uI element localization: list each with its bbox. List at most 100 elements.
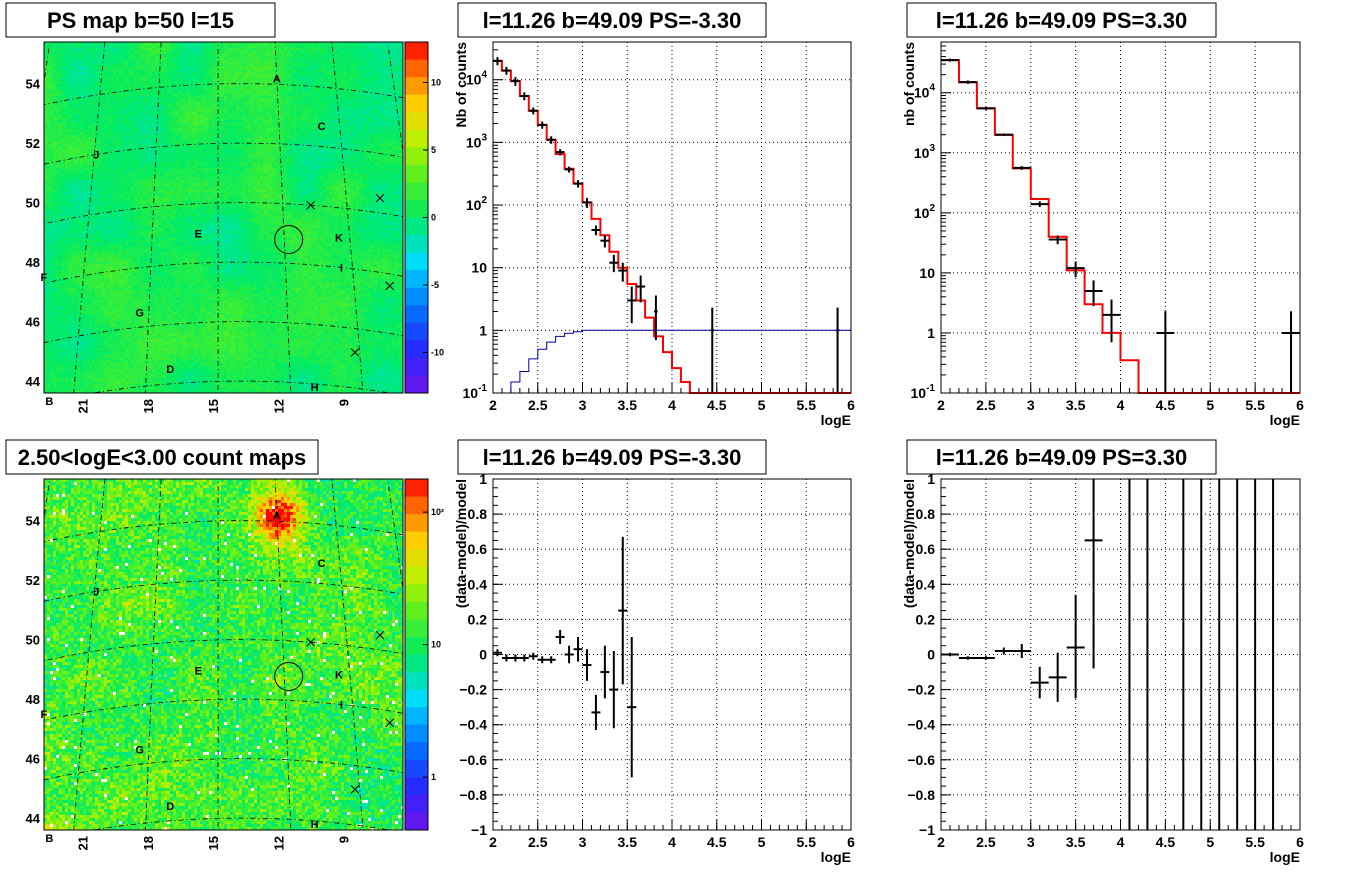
map-pixel [290, 45, 293, 48]
map-pixel [269, 45, 272, 48]
map-pixel [272, 120, 275, 123]
map-pixel [251, 162, 254, 165]
map-pixel [224, 54, 227, 57]
map-pixel [185, 123, 188, 126]
map-pixel [77, 54, 80, 57]
map-pixel [350, 75, 353, 78]
map-pixel [89, 48, 92, 51]
map-pixel [239, 147, 242, 150]
map-pixel [128, 138, 131, 141]
map-pixel [344, 153, 347, 156]
map-pixel [272, 69, 275, 72]
map-pixel [248, 114, 251, 117]
map-pixel [278, 153, 281, 156]
map-pixel [302, 66, 305, 69]
map-pixel [80, 45, 83, 48]
map-pixel [191, 141, 194, 144]
map-pixel [248, 66, 251, 69]
map-pixel [254, 45, 257, 48]
map-pixel [383, 111, 386, 114]
map-pixel [203, 78, 206, 81]
map-pixel [350, 135, 353, 138]
map-pixel [110, 147, 113, 150]
map-pixel [128, 81, 131, 84]
map-pixel [65, 45, 68, 48]
map-pixel [158, 45, 161, 48]
map-pixel [149, 129, 152, 132]
map-pixel [344, 147, 347, 150]
map-pixel [239, 66, 242, 69]
map-pixel [296, 153, 299, 156]
map-pixel [350, 162, 353, 165]
map-pixel [272, 144, 275, 147]
map-pixel [299, 129, 302, 132]
map-pixel [233, 138, 236, 141]
map-pixel [188, 99, 191, 102]
map-pixel [68, 96, 71, 99]
map-pixel [176, 150, 179, 153]
map-pixel [92, 63, 95, 66]
map-pixel [380, 156, 383, 159]
map-pixel [347, 108, 350, 111]
map-pixel [329, 156, 332, 159]
map-pixel [335, 72, 338, 75]
map-pixel [314, 42, 317, 45]
map-pixel [353, 93, 356, 96]
map-pixel [173, 129, 176, 132]
map-pixel [227, 165, 230, 168]
map-pixel [191, 99, 194, 102]
map-pixel [62, 159, 65, 162]
map-pixel [353, 99, 356, 102]
map-pixel [131, 147, 134, 150]
map-pixel [59, 126, 62, 129]
map-pixel [89, 72, 92, 75]
map-pixel [74, 114, 77, 117]
map-pixel [179, 69, 182, 72]
map-pixel [194, 132, 197, 135]
map-pixel [89, 60, 92, 63]
map-pixel [98, 84, 101, 87]
map-pixel [203, 72, 206, 75]
map-pixel [134, 153, 137, 156]
map-pixel [350, 42, 353, 45]
map-pixel [98, 42, 101, 45]
map-pixel [128, 48, 131, 51]
map-pixel [323, 132, 326, 135]
map-pixel [284, 132, 287, 135]
map-pixel [47, 81, 50, 84]
map-pixel [164, 60, 167, 63]
map-pixel [377, 114, 380, 117]
map-pixel [341, 72, 344, 75]
map-pixel [74, 120, 77, 123]
map-pixel [236, 75, 239, 78]
map-pixel [281, 45, 284, 48]
map-pixel [59, 123, 62, 126]
map-pixel [329, 102, 332, 105]
map-pixel [218, 75, 221, 78]
map-pixel [122, 84, 125, 87]
map-pixel [56, 81, 59, 84]
map-pixel [62, 111, 65, 114]
map-pixel [347, 54, 350, 57]
map-pixel [65, 111, 68, 114]
map-pixel [161, 159, 164, 162]
map-pixel [347, 78, 350, 81]
map-pixel [332, 96, 335, 99]
map-pixel [242, 156, 245, 159]
map-pixel [68, 87, 71, 90]
map-pixel [290, 129, 293, 132]
map-pixel [47, 156, 50, 159]
map-pixel [320, 144, 323, 147]
map-pixel [176, 54, 179, 57]
map-pixel [89, 96, 92, 99]
map-pixel [290, 153, 293, 156]
map-pixel [179, 135, 182, 138]
map-pixel [368, 114, 371, 117]
map-pixel [329, 87, 332, 90]
map-pixel [395, 123, 398, 126]
map-pixel [194, 63, 197, 66]
map-pixel [305, 123, 308, 126]
map-pixel [263, 102, 266, 105]
map-pixel [182, 156, 185, 159]
map-pixel [260, 153, 263, 156]
